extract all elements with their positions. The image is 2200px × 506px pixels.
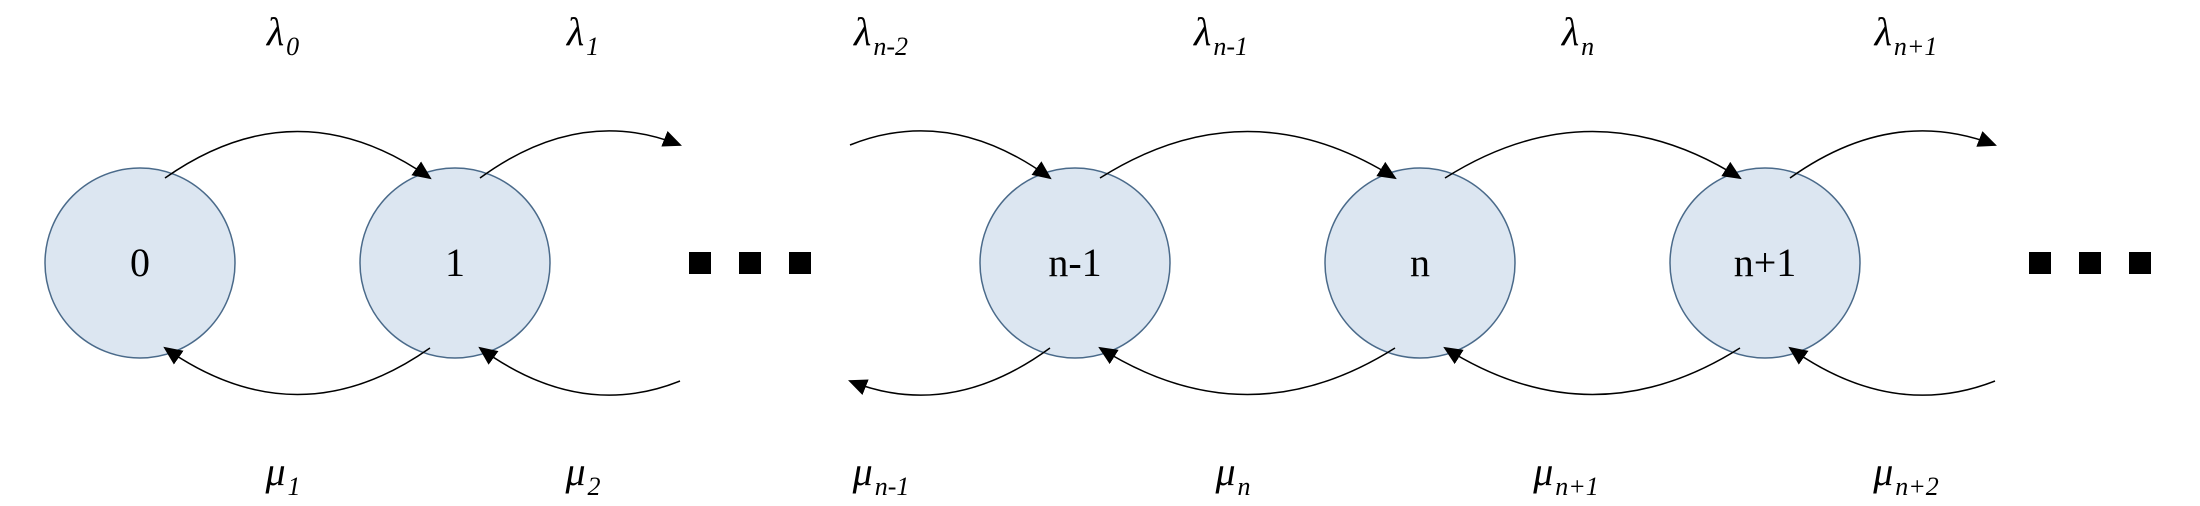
mu-label-0: μ1 xyxy=(264,449,300,501)
ellipsis-dot xyxy=(789,252,811,274)
ellipsis-dot xyxy=(2129,252,2151,274)
lambda-arc-4 xyxy=(1445,132,1740,179)
mu-label-3: μn xyxy=(1214,449,1250,501)
birth-death-chain-diagram: 0 1 n-1 n n+1 λ0 λ1 λn-2 λn-1 λn λn+1 μ1 μ2 μn-1 μn μn+… xyxy=(0,0,2200,506)
lambda-label-1: λ1 xyxy=(566,9,599,61)
lambda-label-2: λn-2 xyxy=(853,9,908,61)
ellipsis-dot xyxy=(739,252,761,274)
mu-arc-0 xyxy=(165,348,430,395)
state-label-snm1: n-1 xyxy=(1048,240,1101,285)
state-label-sn: n xyxy=(1410,240,1430,285)
mu-label-5: μn+2 xyxy=(1872,449,1939,501)
lambda-arc-5 xyxy=(1790,131,1995,178)
lambda-label-5: λn+1 xyxy=(1874,9,1938,61)
ellipsis-dot xyxy=(2029,252,2051,274)
state-label-s0: 0 xyxy=(130,240,150,285)
state-label-s1: 1 xyxy=(445,240,465,285)
lambda-label-4: λn xyxy=(1561,9,1594,61)
ellipsis-dot xyxy=(2079,252,2101,274)
ellipsis-dot xyxy=(689,252,711,274)
lambda-arc-3 xyxy=(1100,132,1395,179)
lambda-label-3: λn-1 xyxy=(1193,9,1248,61)
mu-arc-1 xyxy=(480,348,680,395)
lambda-arc-0 xyxy=(165,132,430,179)
mu-arc-3 xyxy=(1100,348,1395,395)
state-label-snp1: n+1 xyxy=(1734,240,1797,285)
mu-label-2: μn-1 xyxy=(852,449,910,501)
mu-label-4: μn+1 xyxy=(1532,449,1599,501)
lambda-label-0: λ0 xyxy=(266,9,299,61)
mu-arc-2 xyxy=(850,348,1050,395)
lambda-arc-2 xyxy=(850,131,1050,178)
lambda-arc-1 xyxy=(480,131,680,178)
mu-label-1: μ2 xyxy=(564,449,600,501)
mu-arc-4 xyxy=(1445,348,1740,395)
mu-arc-5 xyxy=(1790,348,1995,395)
